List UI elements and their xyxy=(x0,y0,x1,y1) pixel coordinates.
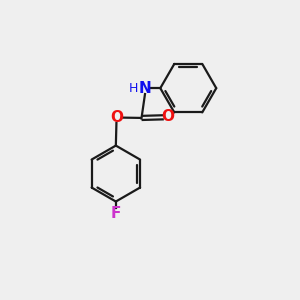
Text: F: F xyxy=(111,206,121,221)
Text: O: O xyxy=(161,109,175,124)
Text: N: N xyxy=(139,81,152,96)
Text: H: H xyxy=(129,82,139,95)
Text: O: O xyxy=(110,110,123,125)
